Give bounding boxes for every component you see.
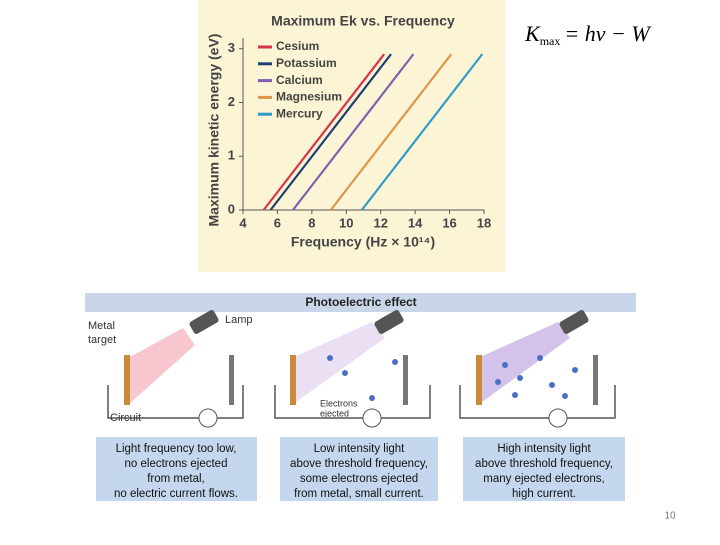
metal-target-label: Metal (88, 320, 115, 332)
x-axis-label: Frequency (Hz × 10¹⁴) (291, 234, 435, 250)
x-tick-label: 4 (239, 215, 247, 230)
caption-line: above threshold frequency, (475, 458, 613, 470)
meter (198, 408, 218, 428)
caption-line: from metal, (147, 473, 205, 485)
formula-rest: = hν − W (564, 21, 651, 46)
lamp (374, 310, 404, 334)
chart-title: Maximum Ek vs. Frequency (271, 13, 455, 29)
x-tick-label: 14 (408, 215, 423, 230)
caption-line: many ejected electrons, (483, 473, 604, 485)
lamp (559, 310, 589, 334)
caption-line: no electric current flows. (114, 488, 238, 500)
caption-line: above threshold frequency, (290, 458, 428, 470)
series-line (329, 53, 453, 211)
caption-line: some electrons ejected (300, 473, 418, 485)
legend-label: Magnesium (276, 90, 342, 104)
electrons-label: Electrons (320, 398, 358, 408)
circuit-wire (459, 385, 616, 419)
y-tick-label: 0 (228, 201, 235, 216)
caption-line: Light frequency too low, (116, 443, 237, 455)
legend-label: Mercury (276, 106, 323, 120)
meter (548, 408, 568, 428)
electron (572, 367, 578, 373)
caption-line: Low intensity light (314, 443, 406, 455)
light-beam (292, 322, 385, 405)
y-tick-label: 3 (228, 40, 235, 55)
electron (502, 362, 508, 368)
y-tick-label: 2 (228, 94, 235, 109)
light-beam (478, 322, 570, 405)
electrode (229, 355, 234, 405)
x-tick-label: 18 (477, 215, 491, 230)
metal-plate (476, 355, 482, 405)
caption-box (280, 437, 438, 501)
electron (549, 382, 555, 388)
caption-box (463, 437, 625, 501)
diagram-header-band (85, 293, 636, 312)
lamp (189, 310, 219, 334)
series-line (269, 53, 392, 211)
x-tick-label: 16 (442, 215, 456, 230)
circuit-label: Circuit (110, 412, 141, 424)
x-tick-label: 12 (373, 215, 387, 230)
electrode (403, 355, 408, 405)
metal-plate (290, 355, 296, 405)
electron (495, 379, 501, 385)
light-beam (128, 328, 195, 405)
formula: Kmax = hν − W (524, 21, 651, 48)
series-line (262, 53, 386, 211)
electron (342, 370, 348, 376)
legend-label: Calcium (276, 73, 323, 87)
metal-plate (124, 355, 130, 405)
meter (362, 408, 382, 428)
x-tick-label: 8 (308, 215, 315, 230)
electron (327, 355, 333, 361)
diagram-header: Photoelectric effect (305, 295, 416, 309)
lamp-label: Lamp (225, 314, 253, 326)
formula-subscript: max (540, 34, 561, 48)
caption-line: High intensity light (497, 443, 591, 455)
electrons-label: ejected (320, 408, 349, 418)
formula-symbol: K (524, 21, 541, 46)
caption-line: high current. (512, 488, 576, 500)
y-axis-label: Maximum kinetic energy (eV) (206, 34, 222, 227)
diagram: Photoelectric effect (85, 293, 636, 501)
electron (392, 359, 398, 365)
electrode (593, 355, 598, 405)
y-tick-label: 1 (228, 148, 235, 163)
legend-label: Cesium (276, 39, 319, 53)
series-line (360, 53, 484, 211)
page-number: 10 (664, 511, 676, 522)
electron (537, 355, 543, 361)
legend-label: Potassium (276, 56, 337, 70)
series-line (292, 53, 415, 211)
x-tick-label: 10 (339, 215, 353, 230)
caption-box (96, 437, 257, 501)
x-tick-label: 6 (274, 215, 281, 230)
circuit-wire (274, 385, 431, 419)
caption-line: no electrons ejected (125, 458, 228, 470)
electron (562, 393, 568, 399)
electron (369, 395, 375, 401)
electron (517, 375, 523, 381)
electron (512, 392, 518, 398)
metal-target-label: target (88, 334, 116, 346)
circuit-wire (107, 385, 244, 419)
caption-line: from metal, small current. (294, 488, 424, 500)
